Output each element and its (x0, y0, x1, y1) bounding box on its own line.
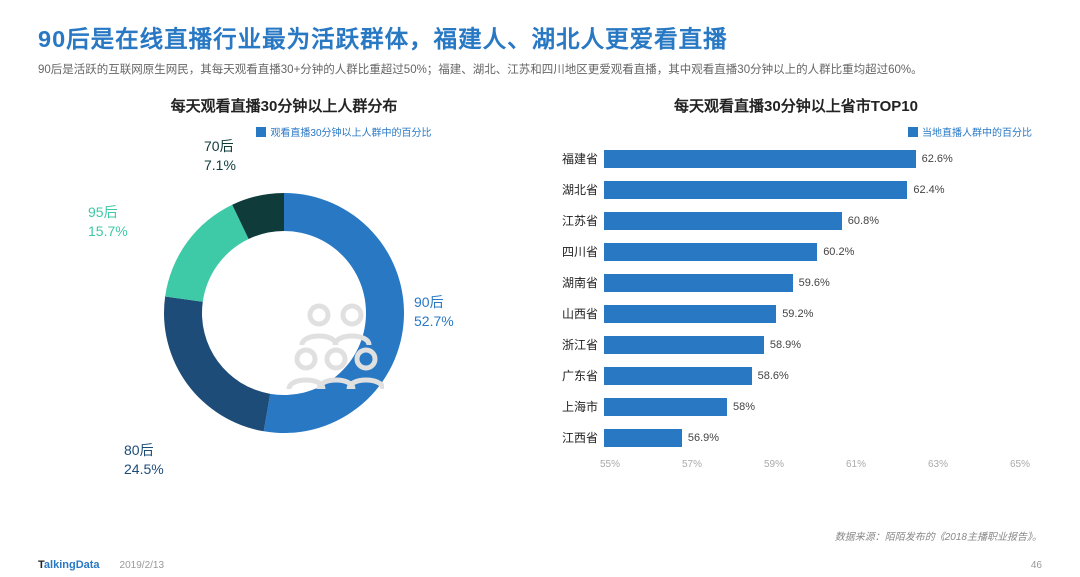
slice-label: 95后15.7% (88, 203, 128, 241)
donut-panel: 每天观看直播30分钟以上人群分布 观看直播30分钟以上人群中的百分比 90后52… (38, 95, 530, 493)
bar-category: 山西省 (550, 305, 604, 322)
bar-fill (604, 398, 727, 416)
bar-value: 60.2% (823, 243, 854, 261)
bar-fill (604, 212, 842, 230)
bar-category: 广东省 (550, 367, 604, 384)
donut-slice (165, 205, 248, 302)
bar-value: 58% (733, 398, 755, 416)
bar-value: 59.6% (799, 274, 830, 292)
bar-value: 56.9% (688, 429, 719, 447)
bar-row: 江苏省 60.8% (550, 205, 1030, 236)
legend-swatch-icon (256, 127, 266, 137)
page-title: 90后是在线直播行业最为活跃群体，福建人、湖北人更爱看直播 (38, 20, 1042, 54)
bar-category: 湖北省 (550, 181, 604, 198)
bar-category: 湖南省 (550, 274, 604, 291)
bar-category: 福建省 (550, 150, 604, 167)
x-tick: 59% (764, 459, 784, 470)
bar-row: 浙江省 58.9% (550, 329, 1030, 360)
bar-value: 62.6% (922, 150, 953, 168)
bar-fill (604, 367, 752, 385)
slice-label: 70后7.1% (204, 137, 236, 175)
bar-fill (604, 150, 916, 168)
bar-fill (604, 274, 793, 292)
bar-row: 四川省 60.2% (550, 236, 1030, 267)
bar-row: 江西省 56.9% (550, 422, 1030, 453)
x-tick: 65% (1010, 459, 1030, 470)
page-subtitle: 90后是活跃的互联网原生网民，其每天观看直播30+分钟的人群比重超过50%；福建… (38, 62, 1042, 79)
bar-fill (604, 336, 764, 354)
x-tick: 61% (846, 459, 866, 470)
x-tick: 57% (682, 459, 702, 470)
bar-title: 每天观看直播30分钟以上省市TOP10 (550, 95, 1042, 116)
bar-row: 湖北省 62.4% (550, 174, 1030, 205)
bar-value: 59.2% (782, 305, 813, 323)
x-axis: 55%57%59%61%63%65% (610, 459, 1030, 475)
donut-slice (164, 297, 270, 432)
bar-category: 四川省 (550, 243, 604, 260)
bar-category: 江西省 (550, 429, 604, 446)
page-number: 46 (1031, 560, 1042, 571)
bar-fill (604, 429, 682, 447)
slice-label: 90后52.7% (414, 293, 454, 331)
bar-legend: 当地直播人群中的百分比 (550, 124, 1042, 139)
bar-fill (604, 243, 817, 261)
bar-fill (604, 305, 776, 323)
bar-panel: 每天观看直播30分钟以上省市TOP10 当地直播人群中的百分比 福建省 62.6%… (550, 95, 1042, 493)
legend-swatch-icon (908, 127, 918, 137)
bar-row: 福建省 62.6% (550, 143, 1030, 174)
bar-category: 江苏省 (550, 212, 604, 229)
bar-fill (604, 181, 907, 199)
x-tick: 63% (928, 459, 948, 470)
bar-row: 广东省 58.6% (550, 360, 1030, 391)
bar-row: 山西省 59.2% (550, 298, 1030, 329)
data-source: 数据来源：陌陌发布的《2018主播职业报告》。 (835, 528, 1042, 543)
bar-value: 62.4% (913, 181, 944, 199)
bar-value: 58.6% (758, 367, 789, 385)
footer-date: 2019/2/13 (120, 560, 165, 571)
bar-chart: 福建省 62.6% 湖北省 62.4% 江苏省 60.8% 四川省 60.2% 湖南省 59.6%… (550, 143, 1030, 493)
donut-title: 每天观看直播30分钟以上人群分布 (38, 95, 530, 116)
bar-legend-text: 当地直播人群中的百分比 (922, 124, 1032, 139)
footer: TalkingData 2019/2/13 46 (0, 553, 1080, 577)
bar-category: 浙江省 (550, 336, 604, 353)
bar-row: 湖南省 59.6% (550, 267, 1030, 298)
bar-category: 上海市 (550, 398, 604, 415)
bar-value: 60.8% (848, 212, 879, 230)
donut-chart: 90后52.7%80后24.5%95后15.7%70后7.1% (94, 143, 474, 483)
x-tick: 55% (600, 459, 620, 470)
donut-legend-text: 观看直播30分钟以上人群中的百分比 (270, 124, 431, 139)
bar-value: 58.9% (770, 336, 801, 354)
brand-logo: TalkingData (38, 559, 100, 571)
bar-row: 上海市 58% (550, 391, 1030, 422)
slice-label: 80后24.5% (124, 441, 164, 479)
